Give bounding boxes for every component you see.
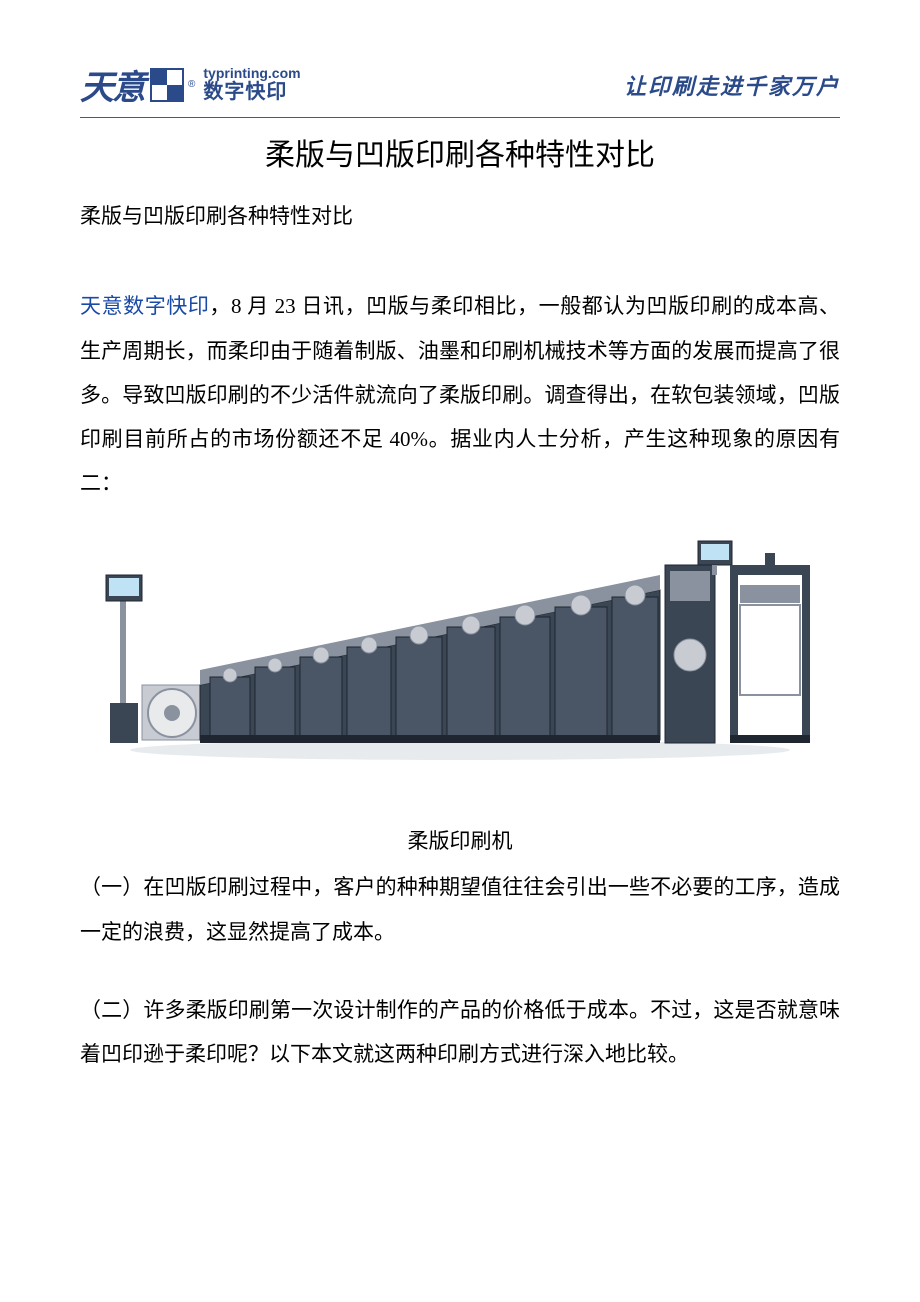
logo-subtitle: 数字快印 (203, 81, 300, 103)
subtitle-line: 柔版与凹版印刷各种特性对比 (80, 200, 840, 230)
figure-caption: 柔版印刷机 (80, 825, 840, 855)
point-2: （二）许多柔版印刷第一次设计制作的产品的价格低于成本。不过，这是否就意味着凹印逊… (80, 988, 840, 1076)
figure-wrap: 柔版印刷机 (80, 535, 840, 855)
machine-svg (100, 535, 820, 765)
intro-paragraph: 天意数字快印，8 月 23 日讯，凹版与柔印相比，一般都认为凹版印刷的成本高、生… (80, 284, 840, 505)
printing-machine-figure (100, 535, 820, 765)
logo-url: typrinting.com (203, 66, 300, 81)
page-title: 柔版与凹版印刷各种特性对比 (80, 130, 840, 174)
page-header: 天意 ® typrinting.com 数字快印 让印刷走进千家万户 (80, 60, 840, 118)
logo-checker-icon (150, 68, 184, 102)
spacer (80, 954, 840, 988)
header-slogan: 让印刷走进千家万户 (624, 69, 840, 101)
point-1: （一）在凹版印刷过程中，客户的种种期望值往往会引出一些不必要的工序，造成一定的浪… (80, 865, 840, 953)
logo-text-block: typrinting.com 数字快印 (203, 66, 300, 103)
brand-inline-link[interactable]: 天意数字快印 (80, 295, 209, 318)
registered-mark: ® (188, 79, 195, 90)
logo-block: 天意 ® typrinting.com 数字快印 (80, 60, 301, 109)
intro-sep: ， (209, 294, 231, 318)
logo-brand-cn: 天意 (80, 60, 144, 109)
intro-body: 8 月 23 日讯，凹版与柔印相比，一般都认为凹版印刷的成本高、生产周期长，而柔… (80, 294, 840, 495)
